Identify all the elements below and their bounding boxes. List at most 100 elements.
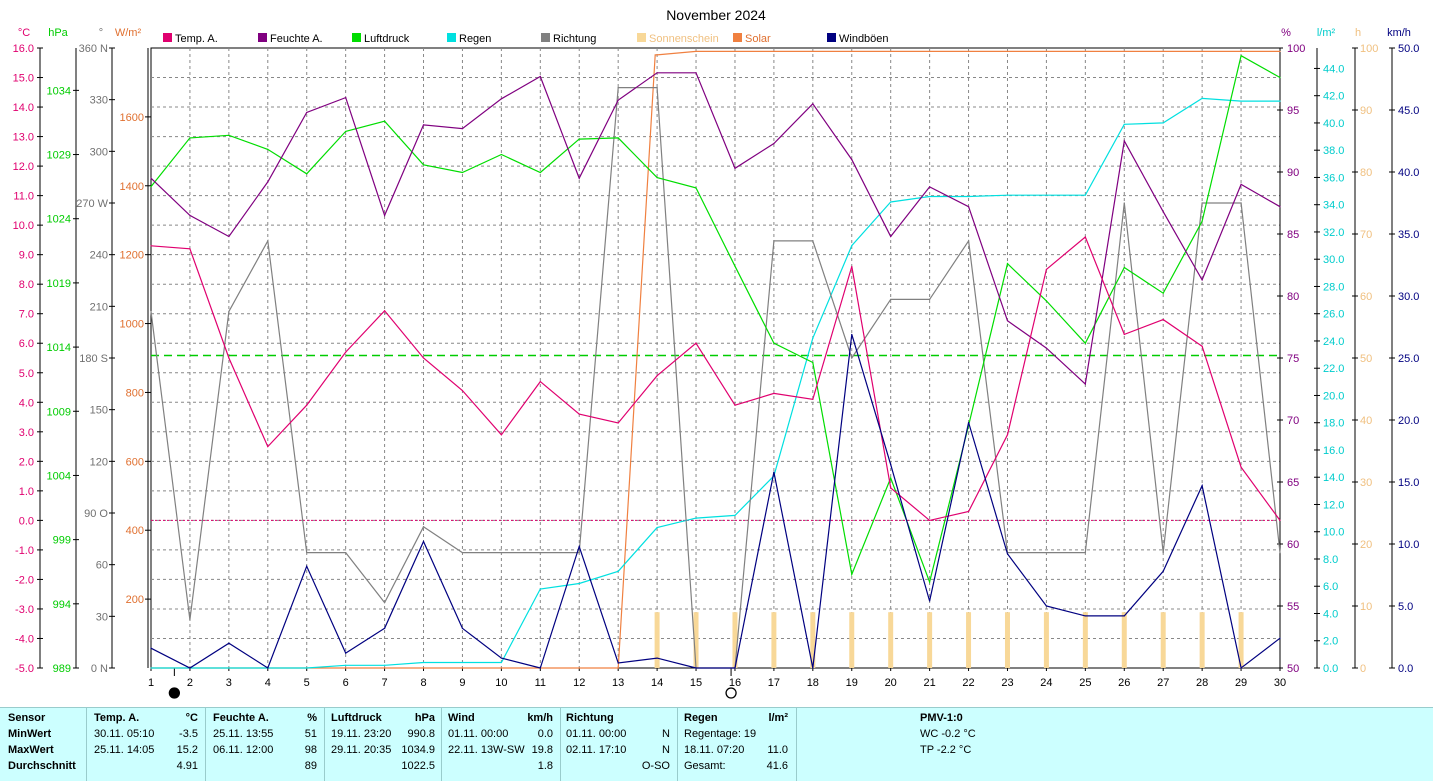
stats-rain-total: 41.6 xyxy=(766,760,788,772)
stats-wind-min: 0.0 xyxy=(537,728,553,740)
axis-tick-label-rain: 42.0 xyxy=(1323,91,1344,103)
axis-tick-label-wind: 40.0 xyxy=(1398,167,1419,179)
data-point xyxy=(345,97,347,99)
legend-swatch xyxy=(258,33,267,42)
x-tick-label: 29 xyxy=(1235,677,1247,689)
data-point xyxy=(851,333,853,336)
data-point xyxy=(1162,122,1164,124)
data-point xyxy=(695,50,697,53)
axis-unit-solar: W/m² xyxy=(115,27,142,39)
legend-swatch xyxy=(827,33,836,42)
data-point xyxy=(500,98,502,100)
data-point xyxy=(383,601,386,604)
series-line-luftdruck xyxy=(150,54,1281,585)
data-point xyxy=(150,245,152,247)
data-point xyxy=(1201,485,1203,487)
x-tick-label: 4 xyxy=(265,677,271,689)
data-point xyxy=(1084,383,1086,385)
stats-direction-min-time: 01.11. 00:00 xyxy=(566,728,627,740)
data-point xyxy=(345,552,347,554)
data-point xyxy=(929,195,931,198)
axis-tick-label-rain: 34.0 xyxy=(1323,200,1344,212)
data-point xyxy=(345,130,347,133)
axis-tick-label-humidity: 95 xyxy=(1287,105,1299,117)
data-point xyxy=(306,173,308,175)
axis-tick-label-direction: 300 xyxy=(90,146,108,158)
data-point xyxy=(1201,345,1203,347)
stats-direction-avg: O-SO xyxy=(641,760,670,772)
data-point xyxy=(1201,202,1203,204)
x-tick-label: 8 xyxy=(420,677,426,689)
axis-tick-label-wind: 20.0 xyxy=(1398,415,1419,427)
x-tick-label: 2 xyxy=(187,677,193,689)
x-tick-label: 15 xyxy=(690,677,702,689)
data-point xyxy=(851,357,853,359)
axis-tick-label-direction: 90 O xyxy=(84,508,108,520)
data-point xyxy=(1006,320,1009,322)
stats-pressure-header: Luftdruck xyxy=(331,712,382,724)
data-point xyxy=(1006,434,1009,436)
axis-tick-label-wind: 10.0 xyxy=(1398,539,1419,551)
axis-tick-label-rain: 16.0 xyxy=(1323,445,1344,457)
data-point xyxy=(617,87,619,89)
axis-tick-label-temp: -2.0 xyxy=(15,574,34,586)
data-point xyxy=(383,310,386,312)
sunshine-bar xyxy=(1238,612,1244,668)
data-point xyxy=(773,471,775,473)
axis-tick-label-humidity: 75 xyxy=(1287,353,1299,365)
data-point xyxy=(1240,667,1242,669)
data-point xyxy=(1045,347,1048,349)
data-point xyxy=(267,445,269,448)
data-point xyxy=(150,186,152,188)
data-point xyxy=(695,342,697,344)
axis-tick-label-solar: 600 xyxy=(126,456,144,468)
axis-tick-label-rain: 0.0 xyxy=(1323,663,1338,675)
data-point xyxy=(189,214,191,216)
data-point xyxy=(1162,552,1164,554)
stats-temp: Temp. A. °C 30.11. 05:10 -3.5 25.11. 14:05… xyxy=(94,712,198,776)
stats-pressure-max: 1034.9 xyxy=(401,744,435,756)
stats-pressure-min: 990.8 xyxy=(407,728,435,740)
axis-tick-label-rain: 8.0 xyxy=(1323,554,1338,566)
data-point xyxy=(1201,50,1203,53)
axis-tick-label-direction: 30 xyxy=(96,611,108,623)
data-point xyxy=(1084,236,1086,238)
data-point xyxy=(773,392,775,395)
data-point xyxy=(617,667,619,669)
data-point xyxy=(228,357,230,359)
stats-rain-days: Regentage: 19 xyxy=(684,728,757,740)
data-point xyxy=(812,103,814,105)
data-point xyxy=(1045,300,1048,302)
x-tick-label: 12 xyxy=(573,677,585,689)
x-tick-label: 28 xyxy=(1196,677,1208,689)
data-point xyxy=(1123,123,1125,125)
axis-tick-label-pressure: 1034 xyxy=(47,85,71,97)
stats-humidity-min: 51 xyxy=(304,728,317,740)
data-point xyxy=(383,627,386,629)
stats-row-label: Durchschnitt xyxy=(8,760,76,772)
stats-humidity-max-time: 06.11. 12:00 xyxy=(213,744,274,756)
axis-tick-label-direction: 240 xyxy=(90,250,108,262)
data-point xyxy=(1006,553,1009,555)
data-point xyxy=(306,667,308,669)
x-tick-label: 5 xyxy=(304,677,310,689)
weather-chart: November 2024 Temp. A. Feuchte A. Luftdruc… xyxy=(13,7,1419,699)
axis-tick-label-wind: 35.0 xyxy=(1398,229,1419,241)
data-point xyxy=(383,667,386,669)
data-point xyxy=(656,177,658,179)
data-point xyxy=(1240,183,1242,185)
data-point xyxy=(967,510,970,513)
stats-pmv-header: PMV-1:0 xyxy=(920,712,963,724)
stats-rain-total-label: Gesamt: xyxy=(684,760,726,772)
data-point xyxy=(267,667,269,669)
axis-tick-label-temp: 16.0 xyxy=(13,43,34,55)
data-point xyxy=(345,652,347,654)
axis-tick-label-rain: 14.0 xyxy=(1323,472,1344,484)
data-point xyxy=(500,661,502,664)
data-point xyxy=(734,404,736,406)
data-point xyxy=(461,552,464,554)
stats-row-label: MaxWert xyxy=(8,744,54,756)
x-tick-label: 18 xyxy=(807,677,819,689)
data-point xyxy=(812,398,814,400)
x-tick-label: 1 xyxy=(148,677,154,689)
